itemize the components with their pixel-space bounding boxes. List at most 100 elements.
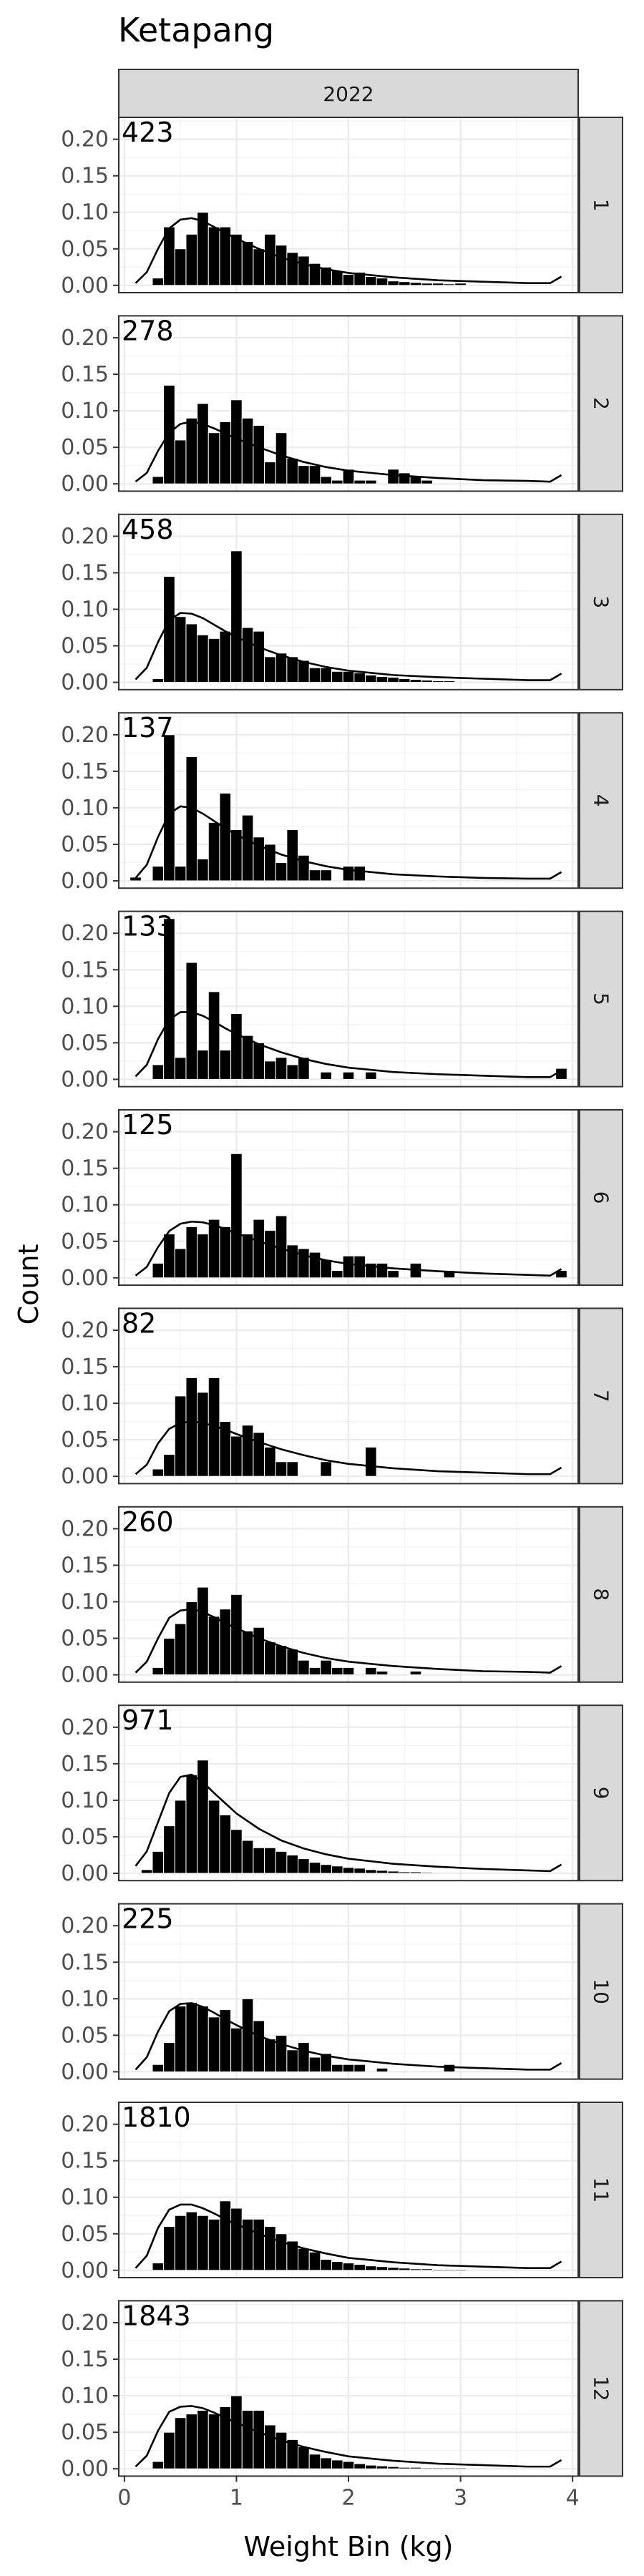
histogram-bar — [253, 2218, 265, 2271]
y-tick-label: 0.00 — [61, 1663, 109, 1688]
panel-border — [118, 1506, 579, 1683]
histogram-bar — [253, 1847, 265, 1874]
fitted-curve — [135, 1220, 562, 1277]
y-tick-label: 0.15 — [61, 164, 109, 189]
histogram-bar — [353, 479, 366, 484]
count-label: 971 — [122, 1704, 174, 1736]
histogram-bar — [308, 2251, 321, 2271]
histogram-bar — [197, 2006, 209, 2072]
histogram-bar — [443, 1270, 456, 1279]
y-tick-label: 0.05 — [61, 1030, 109, 1055]
row-strip-label: 1 — [590, 199, 613, 212]
histogram-bar — [264, 1847, 276, 1874]
histogram-bar — [174, 1248, 187, 1279]
facet-panel-1: 423 0.00 0.05 0.10 0.15 0.20 1 — [61, 117, 623, 298]
histogram-bar — [241, 814, 254, 882]
histogram-bar — [163, 1454, 175, 1477]
histogram-bar — [275, 1057, 288, 1080]
histogram-bar — [174, 1057, 187, 1080]
y-tick-label: 0.00 — [61, 273, 109, 298]
histogram-bar — [197, 1760, 209, 1874]
histogram-bar — [230, 399, 243, 484]
y-tick-label: 0.05 — [61, 1825, 109, 1850]
histogram-bar — [253, 1626, 265, 1676]
row-strip-background — [579, 712, 623, 889]
histogram-bar — [197, 1392, 209, 1477]
count-label: 133 — [122, 911, 174, 942]
histogram-bar — [230, 1153, 243, 1279]
y-tick-label: 0.10 — [61, 597, 109, 623]
histogram-bar — [376, 2067, 389, 2072]
fitted-curve — [135, 612, 562, 681]
y-tick-label: 0.00 — [61, 2059, 109, 2084]
histogram-bar — [253, 1432, 265, 1477]
histogram-bar — [286, 1461, 299, 1477]
fitted-curve — [135, 2002, 562, 2071]
panel-border — [118, 910, 579, 1088]
histogram-bar — [241, 1630, 254, 1676]
histogram-bar — [421, 283, 433, 286]
histogram-bar — [230, 550, 243, 683]
histogram-bar — [174, 866, 187, 882]
histogram-bar — [376, 675, 389, 683]
y-tick-label: 0.20 — [61, 1318, 109, 1343]
column-strip: 2022 — [118, 69, 579, 118]
row-strip-background — [579, 1307, 623, 1485]
histogram-bar — [264, 2424, 276, 2469]
histogram-bar — [353, 2064, 366, 2072]
histogram-bar — [308, 667, 321, 683]
panel-border — [118, 1307, 579, 1485]
histogram-bar — [443, 283, 456, 286]
histogram-bar — [264, 2226, 276, 2271]
count-label: 1843 — [122, 2300, 191, 2331]
histogram-bar — [398, 2268, 411, 2271]
histogram-bar — [197, 1050, 209, 1080]
histogram-bar — [174, 2006, 187, 2072]
histogram-bar — [152, 1262, 165, 1279]
y-tick-label: 0.05 — [61, 832, 109, 857]
histogram-bar — [286, 252, 299, 286]
histogram-bar — [308, 465, 321, 484]
histogram-bar — [208, 226, 220, 286]
histogram-bar — [454, 2269, 467, 2271]
panel-border — [118, 117, 579, 293]
row-strip-label: 7 — [590, 1390, 613, 1402]
panel-border — [118, 712, 579, 889]
count-label: 278 — [122, 315, 174, 346]
histogram-bar — [342, 1255, 355, 1279]
histogram-bar — [443, 2269, 456, 2271]
y-tick-label: 0.05 — [61, 237, 109, 262]
histogram-bar — [253, 425, 265, 484]
histogram-bar — [241, 627, 254, 683]
histogram-bar — [298, 255, 310, 286]
y-tick-label: 0.15 — [61, 1553, 109, 1578]
histogram-bar — [286, 1064, 299, 1080]
y-tick-label: 0.20 — [61, 127, 109, 152]
y-tick-label: 0.20 — [61, 723, 109, 748]
panel-border — [118, 1903, 579, 2080]
histogram-bar — [376, 278, 389, 286]
histogram-bar — [342, 1667, 355, 1676]
histogram-bar — [275, 1645, 288, 1676]
histogram-bar — [342, 1867, 355, 1874]
row-strip-label: 11 — [590, 2177, 613, 2203]
facet-panel-10: 225 0.00 0.05 0.10 0.15 0.20 10 — [61, 1903, 623, 2084]
y-tick-label: 0.10 — [61, 2185, 109, 2210]
histogram-bar — [163, 918, 175, 1080]
count-label: 1810 — [122, 2102, 191, 2133]
y-tick-label: 0.05 — [61, 2023, 109, 2048]
histogram-bar — [387, 280, 399, 286]
histogram-bar — [185, 2211, 198, 2271]
histogram-bar — [298, 2248, 310, 2271]
fitted-curve — [135, 2203, 562, 2270]
y-tick-label: 0.15 — [61, 1950, 109, 1975]
histogram-bar — [152, 1850, 165, 1874]
histogram-bar — [398, 678, 411, 683]
facet-panel-5: 133 0.00 0.05 0.10 0.15 0.20 5 — [61, 910, 623, 1092]
y-tick-label: 0.10 — [61, 200, 109, 225]
histogram-bar — [197, 858, 209, 882]
histogram-bar — [152, 476, 165, 484]
histogram-bar — [163, 1234, 175, 1279]
histogram-bar — [298, 1858, 310, 1874]
histogram-bar — [364, 1071, 377, 1080]
